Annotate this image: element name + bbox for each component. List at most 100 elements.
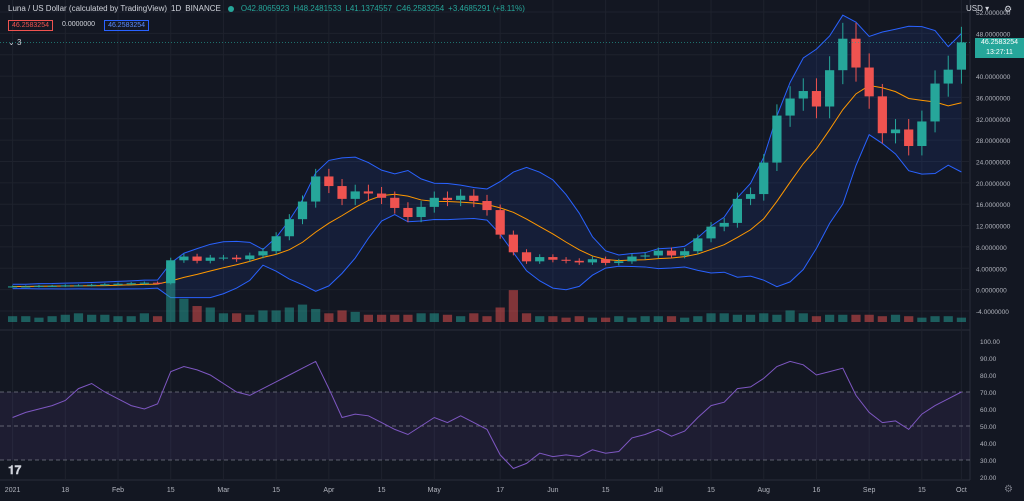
volume-bar <box>390 314 400 322</box>
price-tick-label: 20.0000000 <box>976 181 1011 188</box>
candle-body <box>21 286 31 288</box>
volume-bar <box>680 317 690 322</box>
currency-select[interactable]: USD ▾ <box>966 4 989 13</box>
volume-bar <box>587 317 598 322</box>
time-tick-label: Feb <box>112 487 124 494</box>
volume-bar <box>60 314 70 322</box>
candle-body <box>785 98 795 116</box>
candle-body <box>600 259 611 263</box>
candle-body <box>416 206 426 218</box>
volume-bar <box>917 317 927 322</box>
market-open-icon <box>227 5 234 12</box>
time-tick-label: 2021 <box>5 487 21 494</box>
candle-body <box>363 191 374 194</box>
symbol-header: Luna / US Dollar (calculated by TradingV… <box>8 4 525 13</box>
time-tick-label: 17 <box>496 487 504 494</box>
indicator-count: 3 <box>16 38 22 47</box>
open-value: O42.8065923 <box>240 4 290 13</box>
candle-body <box>838 38 848 71</box>
candle-body <box>376 193 387 198</box>
currency-label: USD <box>966 4 983 13</box>
candle-body <box>205 257 215 261</box>
rsi-tick-label: 40.00 <box>980 441 997 448</box>
settings-icon[interactable]: ⚙ <box>1004 484 1013 495</box>
last-price: 46.2583254 <box>981 39 1018 46</box>
volume-bar <box>904 316 914 322</box>
symbol-title[interactable]: Luna / US Dollar (calculated by TradingV… <box>8 4 168 13</box>
rsi-tick-label: 100.00 <box>980 339 1000 346</box>
collapse-indicators-button[interactable]: ⌄ 3 <box>8 38 21 47</box>
change-value: +3.4685291 (+8.11%) <box>448 4 525 13</box>
volume-bar <box>218 313 229 322</box>
time-tick-label: Mar <box>217 487 230 494</box>
volume-bar <box>666 316 677 322</box>
price-tick-label: 36.0000000 <box>976 95 1011 102</box>
candle-body <box>745 194 756 199</box>
indicator-value-right[interactable]: 46.2583254 <box>104 20 150 31</box>
volume-bar <box>47 316 57 322</box>
candle-body <box>811 91 822 107</box>
candle-body <box>521 252 532 262</box>
volume-bar <box>521 313 532 322</box>
rsi-tick-label: 70.00 <box>980 390 997 397</box>
candle-body <box>469 195 479 202</box>
price-tick-label: 4.0000000 <box>976 266 1007 273</box>
volume-bar <box>693 316 703 322</box>
candle-body <box>113 283 123 285</box>
volume-bar <box>245 314 255 322</box>
candle-body <box>666 250 677 256</box>
volume-bar <box>574 316 584 322</box>
candle-body <box>284 219 294 237</box>
candle-body <box>508 234 518 253</box>
volume-bar <box>877 316 887 322</box>
volume-bar <box>745 314 756 322</box>
price-tick-label: 32.0000000 <box>976 117 1011 124</box>
candle-body <box>798 91 808 99</box>
volume-bar <box>192 306 202 322</box>
volume-bar <box>561 317 571 322</box>
volume-bar <box>548 316 558 322</box>
volume-bar <box>258 310 268 322</box>
volume-bar <box>508 290 518 322</box>
tradingview-logo-icon[interactable]: 𝟏𝟕 <box>8 463 22 477</box>
candle-body <box>719 222 729 227</box>
candle-body <box>877 96 887 134</box>
close-value: C46.2583254 <box>396 4 445 13</box>
candle-body <box>653 250 663 256</box>
bollinger-fill <box>12 15 962 298</box>
volume-bar <box>732 314 742 322</box>
candle-body <box>7 286 18 288</box>
volume-bar <box>416 313 426 322</box>
candle-body <box>772 115 782 163</box>
volume-bar <box>535 316 545 322</box>
volume-bar <box>100 314 110 322</box>
rsi-tick-label: 20.00 <box>980 475 997 482</box>
rsi-tick-label: 80.00 <box>980 373 997 380</box>
volume-bar <box>166 264 176 322</box>
time-tick-label: 15 <box>378 487 386 494</box>
candle-body <box>126 283 136 285</box>
candle-body <box>904 129 914 147</box>
volume-bar <box>87 314 97 322</box>
gear-icon[interactable]: ⚙ <box>1004 4 1013 14</box>
volume-bar <box>627 317 637 322</box>
candle-body <box>495 210 505 235</box>
time-tick-label: 15 <box>707 487 715 494</box>
volume-bar <box>772 314 782 322</box>
indicator-value-left[interactable]: 46.2583254 <box>8 20 53 31</box>
interval-label[interactable]: 1D <box>171 4 182 13</box>
volume-bar <box>297 304 308 322</box>
time-tick-label: 18 <box>61 487 69 494</box>
candle-body <box>166 260 176 284</box>
candle-body <box>561 259 571 261</box>
candle-body <box>47 285 57 287</box>
price-tick-label: -4.0000000 <box>976 309 1009 316</box>
volume-bar <box>956 317 967 322</box>
price-tick-label: 52.0000000 <box>976 10 1011 17</box>
rsi-tick-label: 60.00 <box>980 407 997 414</box>
candle-body <box>100 284 110 286</box>
price-tick-label: 0.0000000 <box>976 288 1007 295</box>
candle-body <box>693 238 703 252</box>
candle-body <box>627 256 637 262</box>
